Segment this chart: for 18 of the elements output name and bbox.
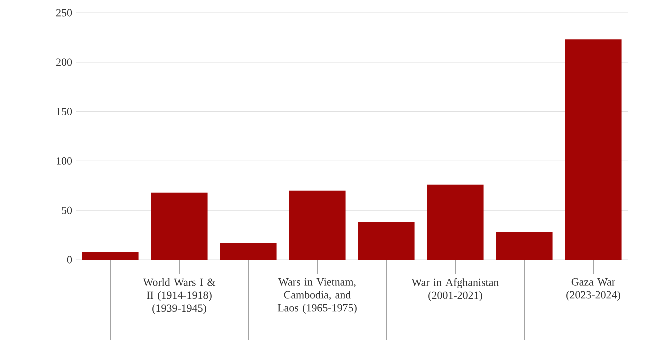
- bar: [82, 252, 139, 260]
- x-tick-label: War in Afghanistan (2001-2021): [412, 278, 500, 302]
- y-tick-label: 250: [56, 9, 72, 17]
- bar: [496, 232, 553, 260]
- bar: [220, 243, 277, 260]
- bar: [427, 184, 484, 260]
- bar: [358, 222, 415, 260]
- y-tick-label: 150: [57, 108, 72, 116]
- x-tick-label: Wars in Vietnam, Cambodia, and Laos (1965-1975): [278, 278, 357, 314]
- y-tick-label: 50: [62, 206, 72, 214]
- x-tick-label: Gaza War (2023-2024): [566, 278, 620, 301]
- bar: [151, 192, 208, 260]
- x-tick-label: World Wars I & II (1914-1918) (1939-1945): [143, 278, 216, 314]
- y-tick-label: 0: [67, 256, 72, 264]
- y-tick-label: 100: [57, 157, 72, 165]
- bar: [289, 190, 346, 260]
- bar: [565, 40, 622, 260]
- y-tick-label: 200: [56, 58, 72, 66]
